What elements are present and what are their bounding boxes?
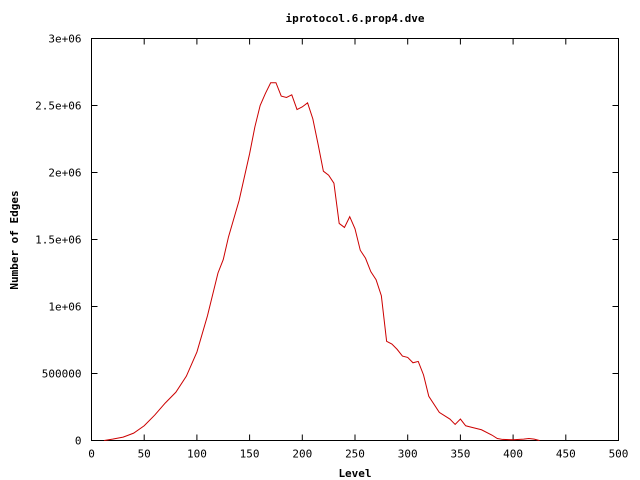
x-axis: 0 50 100 150 200 250 300 350 400 450 500 — [88, 38, 629, 461]
x-tick-label: 400 — [503, 448, 523, 461]
y-tick-label: 2.5e+06 — [35, 100, 81, 113]
x-tick-label: 500 — [609, 448, 629, 461]
x-tick-label: 450 — [556, 448, 576, 461]
y-tick-label: 3e+06 — [48, 33, 81, 46]
x-tick-label: 200 — [292, 448, 312, 461]
x-tick-label: 0 — [88, 448, 95, 461]
x-tick-label: 350 — [450, 448, 470, 461]
x-tick-label: 300 — [398, 448, 418, 461]
x-tick-label: 100 — [187, 448, 207, 461]
y-tick-label: 1.5e+06 — [35, 234, 81, 247]
x-axis-label: Level — [338, 467, 371, 480]
x-tick-label: 150 — [240, 448, 260, 461]
x-tick-label: 50 — [138, 448, 151, 461]
x-tick-label: 250 — [345, 448, 365, 461]
y-tick-label: 500000 — [42, 368, 82, 381]
y-axis-label: Number of Edges — [8, 190, 21, 289]
series-line — [104, 82, 540, 441]
y-tick-label: 0 — [75, 435, 82, 448]
y-tick-label: 2e+06 — [48, 167, 81, 180]
y-tick-label: 1e+06 — [48, 301, 81, 314]
chart-title: iprotocol.6.prop4.dve — [285, 12, 424, 25]
plot-frame — [91, 38, 619, 441]
y-axis: 0 500000 1e+06 1.5e+06 2e+06 2.5e+06 3e+06 — [35, 33, 619, 448]
